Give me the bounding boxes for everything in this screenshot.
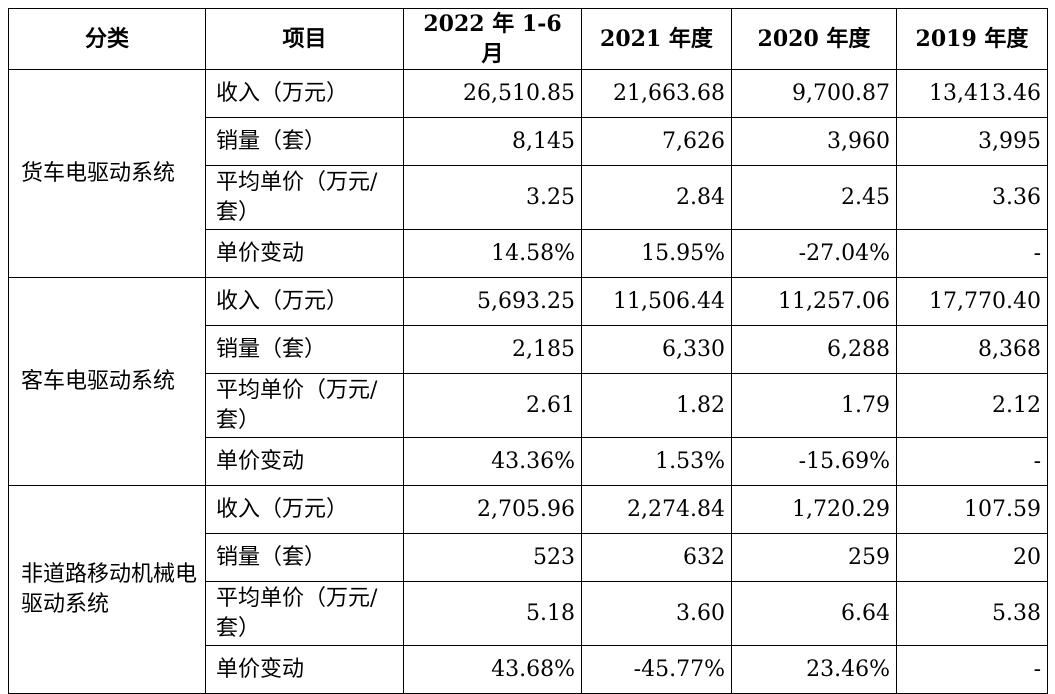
header-category: 分类 xyxy=(8,8,206,70)
value-cell: 523 xyxy=(403,533,582,582)
value-cell: 9,700.87 xyxy=(731,69,897,118)
value-cell: 15.95% xyxy=(581,229,732,278)
value-cell: 107.59 xyxy=(896,485,1048,534)
value-cell: 5.18 xyxy=(403,581,582,646)
item-cell: 收入（万元） xyxy=(205,277,404,326)
sales-table: 分类 项目 2022 年 1-6 月 2021 年度 2020 年度 2019 … xyxy=(8,8,1048,694)
value-cell: 6,330 xyxy=(581,325,732,374)
value-cell: 3.36 xyxy=(896,165,1048,230)
value-cell: 259 xyxy=(731,533,897,582)
item-cell: 平均单价（万元/套） xyxy=(205,165,404,230)
item-cell: 平均单价（万元/套） xyxy=(205,373,404,438)
value-cell: 1.82 xyxy=(581,373,732,438)
value-cell: -15.69% xyxy=(731,437,897,486)
value-cell: 43.68% xyxy=(403,645,582,694)
header-2020: 2020 年度 xyxy=(731,8,897,70)
item-cell: 单价变动 xyxy=(205,229,404,278)
value-cell: 8,145 xyxy=(403,117,582,166)
value-cell: 6,288 xyxy=(731,325,897,374)
header-2021: 2021 年度 xyxy=(581,8,732,70)
item-cell: 收入（万元） xyxy=(205,69,404,118)
value-cell: 23.46% xyxy=(731,645,897,694)
value-cell: 3,960 xyxy=(731,117,897,166)
value-cell: -27.04% xyxy=(731,229,897,278)
value-cell: 2.61 xyxy=(403,373,582,438)
value-cell: 1.79 xyxy=(731,373,897,438)
value-cell: 13,413.46 xyxy=(896,69,1048,118)
value-cell: 1.53% xyxy=(581,437,732,486)
value-cell: 7,626 xyxy=(581,117,732,166)
value-cell: 2,705.96 xyxy=(403,485,582,534)
value-cell: 5.38 xyxy=(896,581,1048,646)
item-cell: 单价变动 xyxy=(205,645,404,694)
table-row: 平均单价（万元/套） 2.61 1.82 1.79 2.12 xyxy=(9,373,1048,438)
value-cell: 17,770.40 xyxy=(896,277,1048,326)
header-row: 分类 项目 2022 年 1-6 月 2021 年度 2020 年度 2019 … xyxy=(8,8,1048,70)
item-cell: 单价变动 xyxy=(205,437,404,486)
header-item: 项目 xyxy=(205,8,404,70)
table-row: 销量（套） 523 632 259 20 xyxy=(9,533,1048,582)
item-cell: 销量（套） xyxy=(205,325,404,374)
value-cell: 1,720.29 xyxy=(731,485,897,534)
header-2022h1: 2022 年 1-6 月 xyxy=(403,8,582,70)
header-2019: 2019 年度 xyxy=(896,8,1048,70)
table-row: 平均单价（万元/套） 5.18 3.60 6.64 5.38 xyxy=(9,581,1048,646)
category-cell: 货车电驱动系统 xyxy=(8,69,206,278)
value-cell: - xyxy=(896,645,1048,694)
value-cell: 2.84 xyxy=(581,165,732,230)
table-row: 平均单价（万元/套） 3.25 2.84 2.45 3.36 xyxy=(9,165,1048,230)
value-cell: 14.58% xyxy=(403,229,582,278)
value-cell: 2.12 xyxy=(896,373,1048,438)
table-row: 销量（套） 2,185 6,330 6,288 8,368 xyxy=(9,325,1048,374)
value-cell: 2.45 xyxy=(731,165,897,230)
table-row: 客车电驱动系统 收入（万元） 5,693.25 11,506.44 11,257… xyxy=(8,277,1048,486)
table-row: 单价变动 43.36% 1.53% -15.69% - xyxy=(9,437,1048,486)
value-cell: 3,995 xyxy=(896,117,1048,166)
value-cell: 2,185 xyxy=(403,325,582,374)
item-cell: 销量（套） xyxy=(205,533,404,582)
item-cell: 收入（万元） xyxy=(205,485,404,534)
value-cell: 43.36% xyxy=(403,437,582,486)
item-cell: 平均单价（万元/套） xyxy=(205,581,404,646)
item-cell: 销量（套） xyxy=(205,117,404,166)
value-cell: - xyxy=(896,437,1048,486)
value-cell: 5,693.25 xyxy=(403,277,582,326)
value-cell: 6.64 xyxy=(731,581,897,646)
value-cell: 3.25 xyxy=(403,165,582,230)
category-cell: 非道路移动机械电驱动系统 xyxy=(8,485,206,694)
value-cell: -45.77% xyxy=(581,645,732,694)
table-row: 非道路移动机械电驱动系统 收入（万元） 2,705.96 2,274.84 1,… xyxy=(8,485,1048,694)
value-cell: 8,368 xyxy=(896,325,1048,374)
value-cell: 20 xyxy=(896,533,1048,582)
value-cell: 632 xyxy=(581,533,732,582)
category-cell: 客车电驱动系统 xyxy=(8,277,206,486)
value-cell: 26,510.85 xyxy=(403,69,582,118)
table-row: 单价变动 14.58% 15.95% -27.04% - xyxy=(9,229,1048,278)
value-cell: 21,663.68 xyxy=(581,69,732,118)
value-cell: 2,274.84 xyxy=(581,485,732,534)
value-cell: - xyxy=(896,229,1048,278)
value-cell: 11,506.44 xyxy=(581,277,732,326)
value-cell: 11,257.06 xyxy=(731,277,897,326)
table-row: 货车电驱动系统 收入（万元） 26,510.85 21,663.68 9,700… xyxy=(8,69,1048,278)
value-cell: 3.60 xyxy=(581,581,732,646)
